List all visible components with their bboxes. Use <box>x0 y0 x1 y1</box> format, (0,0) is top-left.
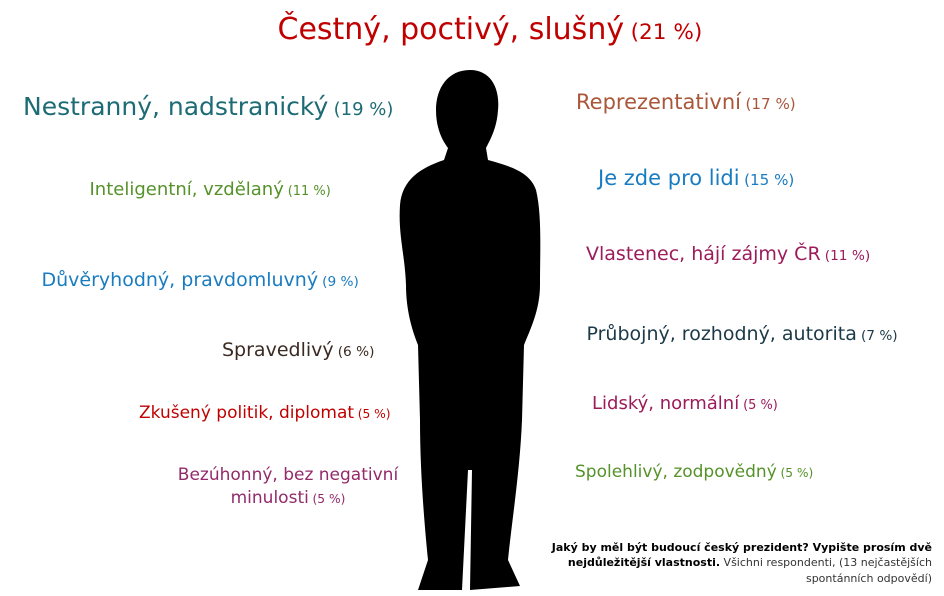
item-share: (5 %) <box>357 407 391 421</box>
attribute-item: Reprezentativní (17 %) <box>576 88 796 116</box>
item-label: Reprezentativní <box>576 90 741 114</box>
note: Jaký by měl být budoucí český prezident?… <box>532 540 932 586</box>
item-share: (11 %) <box>287 184 331 199</box>
attribute-item: Nestranný, nadstranický (19 %) <box>23 90 393 124</box>
item-share: (5 %) <box>743 398 778 413</box>
item-label: Zkušený politik, diplomat <box>139 403 355 423</box>
attribute-item: Důvěryhodný, pravdomluvný (9 %) <box>42 268 359 294</box>
attribute-item: Je zde pro lidi (15 %) <box>598 164 794 192</box>
attribute-item: Čestný, poctivý, slušný (21 %) <box>278 10 703 51</box>
attribute-item: Spolehlivý, zodpovědný (5 %) <box>575 461 813 484</box>
item-label: Spravedlivý <box>222 339 334 361</box>
item-share: (17 %) <box>745 95 796 113</box>
silhouette <box>399 70 541 590</box>
item-share: (15 %) <box>744 171 795 189</box>
item-label: Čestný, poctivý, slušný <box>277 12 625 47</box>
item-label: Lidský, normální <box>592 393 740 414</box>
item-label: Je zde pro lidi <box>598 166 740 190</box>
attribute-item: Vlastenec, hájí zájmy ČR (11 %) <box>586 242 870 268</box>
item-label: Bezúhonný, bez negativní minulosti <box>177 465 399 508</box>
item-label: Vlastenec, hájí zájmy ČR <box>586 243 821 265</box>
base: Všichni respondenti, (13 nejčastějších s… <box>723 556 932 585</box>
attribute-item: Spravedlivý (6 %) <box>222 338 374 364</box>
item-label: Nestranný, nadstranický <box>23 92 329 121</box>
item-share: (6 %) <box>337 344 375 360</box>
item-share: (11 %) <box>824 248 871 264</box>
item-label: Důvěryhodný, pravdomluvný <box>41 269 319 291</box>
attribute-item: Zkušený politik, diplomat (5 %) <box>139 402 391 425</box>
item-share: (19 %) <box>333 99 394 120</box>
item-share: (21 %) <box>630 20 703 45</box>
attribute-item: Lidský, normální (5 %) <box>592 392 778 416</box>
item-share: (5 %) <box>312 491 346 506</box>
item-share: (9 %) <box>322 274 359 290</box>
item-share: (7 %) <box>860 328 898 344</box>
attribute-item: Průbojný, rozhodný, autorita (7 %) <box>587 322 898 348</box>
item-label: Inteligentní, vzdělaný <box>89 179 284 200</box>
attribute-item: Bezúhonný, bez negativní minulosti (5 %) <box>163 464 413 510</box>
item-share: (5 %) <box>780 466 814 480</box>
question: Jaký by měl být budoucí český prezident?… <box>551 541 932 570</box>
item-label: Spolehlivý, zodpovědný <box>575 462 777 482</box>
attribute-item: Inteligentní, vzdělaný (11 %) <box>90 178 331 202</box>
item-label: Průbojný, rozhodný, autorita <box>586 323 857 345</box>
